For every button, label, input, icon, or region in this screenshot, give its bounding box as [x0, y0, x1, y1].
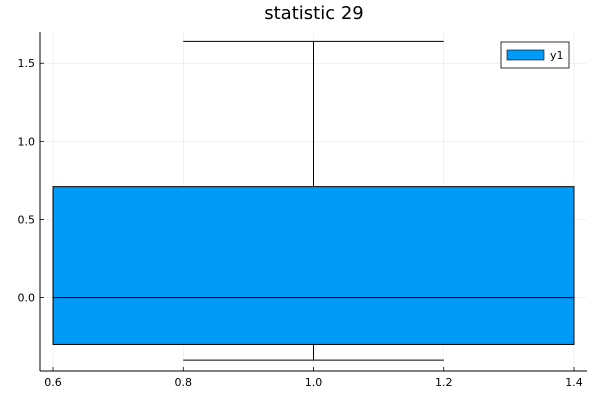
axes — [39, 32, 587, 372]
x-tick-label: 1.4 — [565, 376, 583, 389]
x-tick-label: 1.0 — [305, 376, 323, 389]
y-tick-label: 1.0 — [18, 135, 36, 148]
tick-labels: 0.6 0.8 1.0 1.2 1.4 0.0 0.5 1.0 1.5 — [18, 57, 583, 389]
x-tick-label: 1.2 — [435, 376, 453, 389]
legend-label-y1: y1 — [550, 49, 564, 62]
chart-title: statistic 29 — [264, 3, 363, 24]
y-tick-label: 0.5 — [18, 213, 36, 226]
y-tick-label: 1.5 — [18, 57, 36, 70]
box-body — [52, 186, 575, 345]
x-tick-label: 0.6 — [44, 376, 62, 389]
y-tick-label: 0.0 — [18, 292, 36, 305]
legend-swatch-y1 — [506, 49, 545, 61]
x-tick-label: 0.8 — [175, 376, 193, 389]
legend: y1 — [500, 41, 570, 69]
box-series-y1 — [52, 40, 575, 361]
